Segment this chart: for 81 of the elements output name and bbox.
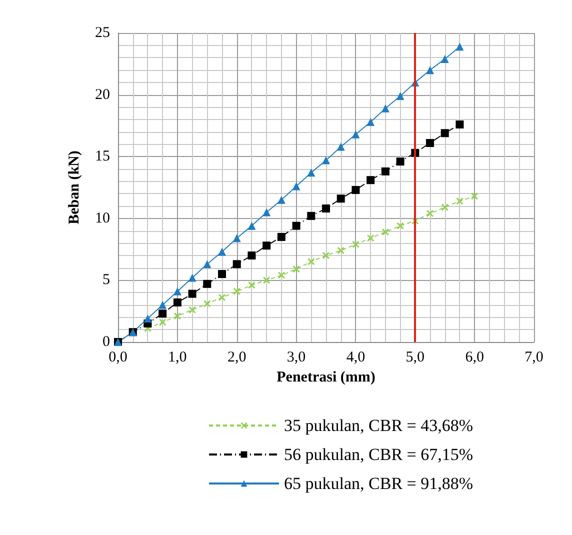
x-tick-label: 5,0 <box>406 350 425 366</box>
point <box>426 66 434 74</box>
point <box>278 272 285 279</box>
point <box>336 142 345 151</box>
point <box>396 158 404 166</box>
point <box>218 294 226 302</box>
point <box>292 222 300 230</box>
point <box>336 194 345 203</box>
point <box>232 260 241 268</box>
point <box>366 176 375 184</box>
point <box>188 290 196 298</box>
point <box>262 242 271 250</box>
point <box>248 251 256 260</box>
point <box>352 130 360 138</box>
point <box>292 182 300 190</box>
point <box>352 186 360 194</box>
y-tick-label: 5 <box>102 272 110 288</box>
legend-label: 65 pukulan, CBR = 91,88% <box>284 474 474 493</box>
point <box>158 310 167 318</box>
point <box>337 247 344 254</box>
point <box>174 312 181 320</box>
x-tick-label: 7,0 <box>524 350 544 366</box>
legend-label: 56 pukulan, CBR = 67,15% <box>284 445 474 464</box>
point <box>203 280 212 288</box>
point <box>248 282 256 289</box>
point <box>263 276 270 284</box>
point <box>322 156 330 164</box>
point <box>277 196 286 204</box>
point <box>352 240 360 248</box>
point <box>441 204 448 211</box>
point <box>440 129 449 138</box>
point <box>381 167 390 176</box>
y-axis-title: Beban (kN) <box>66 150 82 224</box>
point <box>381 104 390 112</box>
point <box>366 118 375 126</box>
x-tick-label: 6,0 <box>465 350 484 366</box>
point <box>307 168 316 177</box>
point <box>218 248 226 256</box>
point <box>308 258 315 266</box>
point <box>367 234 374 242</box>
y-tick-label: 25 <box>95 25 110 41</box>
point <box>248 222 256 230</box>
x-axis-title: Penetrasi (mm) <box>276 370 376 386</box>
point <box>322 204 330 213</box>
point <box>144 314 152 323</box>
point <box>188 306 196 314</box>
x-tick-label: 4,0 <box>346 350 366 366</box>
x-tick-label: 1,0 <box>168 350 187 366</box>
point <box>456 120 464 128</box>
x-tick-label: 3,0 <box>286 350 306 366</box>
point <box>218 270 226 278</box>
y-tick-label: 10 <box>95 210 110 226</box>
point <box>233 288 240 295</box>
point <box>173 298 182 306</box>
x-tick-label: 2,0 <box>227 350 246 366</box>
y-tick-label: 20 <box>95 86 110 103</box>
point <box>440 54 449 63</box>
point <box>232 234 241 242</box>
legend-label: 35 pukulan, CBR = 43,68% <box>284 416 474 435</box>
point <box>471 192 478 200</box>
point <box>173 287 182 296</box>
point <box>456 42 464 51</box>
point <box>292 266 300 273</box>
x-tick-label: 0,0 <box>108 350 128 366</box>
y-tick-label: 0 <box>102 334 110 350</box>
point <box>456 198 464 205</box>
point <box>158 300 167 309</box>
point <box>396 92 404 100</box>
point <box>203 260 212 268</box>
point <box>159 318 166 326</box>
point <box>396 222 404 230</box>
y-tick-label: 15 <box>95 148 110 165</box>
point <box>262 208 271 216</box>
point <box>204 300 211 308</box>
point <box>277 232 286 241</box>
point <box>426 139 434 148</box>
point <box>322 252 330 259</box>
point <box>426 210 434 217</box>
point <box>188 274 196 282</box>
point <box>382 228 389 236</box>
point <box>307 212 316 220</box>
